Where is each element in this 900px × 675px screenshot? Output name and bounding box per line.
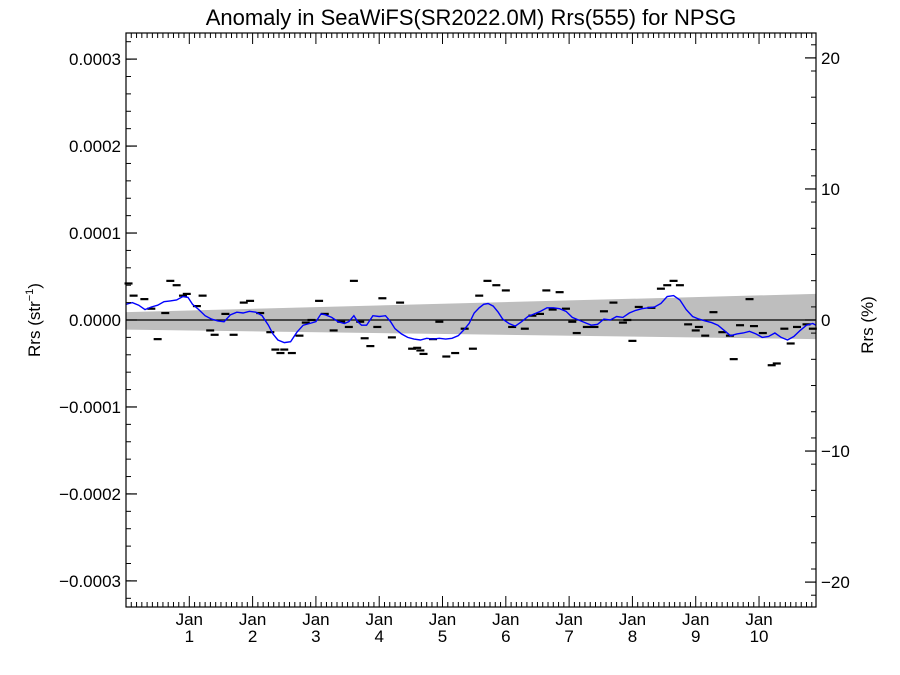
x-tick-month: Jan bbox=[555, 610, 582, 629]
left-tick-label: 0.0000 bbox=[69, 311, 121, 330]
right-axis-label: Rrs (%) bbox=[858, 296, 877, 354]
x-tick-month: Jan bbox=[619, 610, 646, 629]
left-axis: −0.0003 −0.0002 −0.0001 0.0000 0.0001 0.0002 0… bbox=[59, 41, 137, 599]
x-tick-year: 4 bbox=[374, 627, 383, 646]
x-tick-year: 3 bbox=[311, 627, 320, 646]
right-tick-label: −20 bbox=[821, 573, 850, 592]
x-tick-month: Jan bbox=[682, 610, 709, 629]
right-tick-label: 10 bbox=[821, 180, 840, 199]
left-axis-label-close: ) bbox=[25, 283, 44, 289]
x-tick-year: 2 bbox=[248, 627, 257, 646]
left-tick-label: 0.0003 bbox=[69, 50, 121, 69]
x-tick-month: Jan bbox=[176, 610, 203, 629]
right-tick-label: 20 bbox=[821, 49, 840, 68]
x-tick-month: Jan bbox=[429, 610, 456, 629]
x-tick-month: Jan bbox=[239, 610, 266, 629]
left-tick-label: −0.0002 bbox=[59, 485, 121, 504]
x-tick-year: 6 bbox=[501, 627, 510, 646]
x-tick-year: 5 bbox=[438, 627, 447, 646]
left-tick-label: 0.0002 bbox=[69, 137, 121, 156]
x-tick-year: 9 bbox=[691, 627, 700, 646]
left-axis-label-text: Rrs (str bbox=[25, 301, 44, 357]
left-tick-label: 0.0001 bbox=[69, 224, 121, 243]
left-tick-label: −0.0001 bbox=[59, 398, 121, 417]
plot-area bbox=[124, 279, 817, 367]
x-axis: Jan1Jan2Jan3Jan4Jan5Jan6Jan7Jan8Jan9Jan1… bbox=[130, 33, 813, 646]
x-tick-month: Jan bbox=[745, 610, 772, 629]
x-tick-month: Jan bbox=[492, 610, 519, 629]
x-tick-month: Jan bbox=[302, 610, 329, 629]
trend-band bbox=[126, 293, 816, 340]
right-tick-label: 0 bbox=[821, 311, 830, 330]
right-axis: −20 −10 0 10 20 bbox=[805, 44, 850, 596]
x-tick-month: Jan bbox=[366, 610, 393, 629]
left-axis-label: Rrs (str−1) bbox=[24, 283, 44, 357]
x-tick-year: 7 bbox=[564, 627, 573, 646]
right-tick-label: −10 bbox=[821, 442, 850, 461]
chart-title: Anomaly in SeaWiFS(SR2022.0M) Rrs(555) f… bbox=[206, 5, 737, 30]
smoothed-line bbox=[125, 294, 817, 344]
x-tick-year: 10 bbox=[750, 627, 769, 646]
left-tick-label: −0.0003 bbox=[59, 572, 121, 591]
x-tick-year: 8 bbox=[628, 627, 637, 646]
x-tick-year: 1 bbox=[185, 627, 194, 646]
left-axis-label-superscript: −1 bbox=[24, 289, 36, 302]
